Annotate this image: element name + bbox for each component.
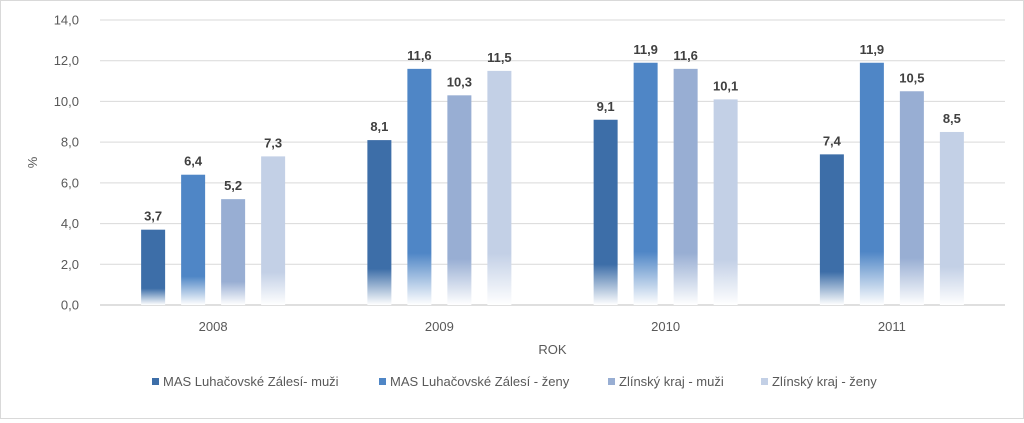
- legend-item: Zlínský kraj - muži: [608, 374, 724, 389]
- legend-label: MAS Luhačovské Zálesí- muži: [163, 374, 339, 389]
- y-tick-label: 2,0: [61, 257, 79, 272]
- y-axis-ticks: 0,0 2,0 4,0 6,0 8,0 10,0 12,0 14,0: [54, 13, 79, 313]
- bars: [141, 62, 964, 306]
- bar-2009-series-2: [407, 68, 432, 305]
- y-axis-title: %: [25, 156, 40, 168]
- gridlines: [100, 19, 1005, 306]
- bar-2008-series-4: [261, 156, 286, 305]
- y-tick-label: 6,0: [61, 175, 79, 190]
- data-label: 8,5: [943, 111, 961, 126]
- data-labels: 3,7 6,4 5,2 7,3 8,1 11,6 10,3 11,5 9,1 11,9 11,6 10…: [144, 42, 961, 224]
- data-label: 10,5: [899, 70, 924, 85]
- x-tick-label: 2008: [199, 319, 228, 334]
- x-tick-label: 2009: [425, 319, 454, 334]
- y-tick-label: 14,0: [54, 13, 79, 28]
- legend-label: MAS Luhačovské Zálesí - ženy: [390, 374, 570, 389]
- y-tick-label: 10,0: [54, 94, 79, 109]
- x-tick-label: 2010: [651, 319, 680, 334]
- legend-swatch: [379, 378, 386, 385]
- data-label: 5,2: [224, 178, 242, 193]
- y-tick-label: 8,0: [61, 135, 79, 150]
- bar-2009-series-4: [487, 70, 512, 306]
- legend-item: MAS Luhačovské Zálesí - ženy: [379, 374, 570, 389]
- legend-swatch: [608, 378, 615, 385]
- bar-2011-series-1: [819, 154, 844, 305]
- bar-2009-series-1: [367, 140, 392, 305]
- bar-2010-series-1: [593, 119, 618, 305]
- bar-2009-series-3: [447, 95, 472, 305]
- bar-2008-series-2: [181, 174, 206, 305]
- legend-swatch: [761, 378, 768, 385]
- data-label: 6,4: [184, 154, 203, 169]
- legend-item: Zlínský kraj - ženy: [761, 374, 877, 389]
- data-label: 11,5: [487, 50, 512, 65]
- bar-2010-series-2: [633, 62, 658, 305]
- x-axis-title: ROK: [538, 342, 567, 357]
- bar-2008-series-1: [141, 229, 166, 305]
- bar-2010-series-4: [713, 99, 738, 306]
- bar-2011-series-4: [939, 131, 964, 305]
- data-label: 8,1: [370, 119, 388, 134]
- legend-label: Zlínský kraj - muži: [619, 374, 724, 389]
- bar-2011-series-3: [899, 91, 924, 305]
- y-tick-label: 12,0: [54, 53, 79, 68]
- y-tick-label: 0,0: [61, 298, 79, 313]
- data-label: 9,1: [597, 99, 615, 114]
- data-label: 10,3: [447, 74, 472, 89]
- data-label: 11,6: [407, 48, 432, 63]
- data-label: 10,1: [713, 78, 738, 93]
- legend-item: MAS Luhačovské Zálesí- muži: [152, 374, 339, 389]
- data-label: 7,4: [823, 133, 842, 148]
- legend: MAS Luhačovské Zálesí- muži MAS Luhačovsk…: [152, 374, 877, 389]
- data-label: 11,9: [860, 42, 885, 57]
- bar-2011-series-2: [859, 62, 884, 305]
- legend-swatch: [152, 378, 159, 385]
- bar-2010-series-3: [673, 68, 698, 305]
- data-label: 11,6: [673, 48, 698, 63]
- data-label: 7,3: [264, 135, 282, 150]
- legend-label: Zlínský kraj - ženy: [772, 374, 877, 389]
- bar-2008-series-3: [221, 199, 246, 305]
- x-tick-label: 2011: [878, 319, 906, 334]
- data-label: 11,9: [633, 42, 658, 57]
- x-axis-ticks: 2008 2009 2010 2011: [199, 319, 906, 334]
- y-tick-label: 4,0: [61, 216, 79, 231]
- data-label: 3,7: [144, 209, 162, 224]
